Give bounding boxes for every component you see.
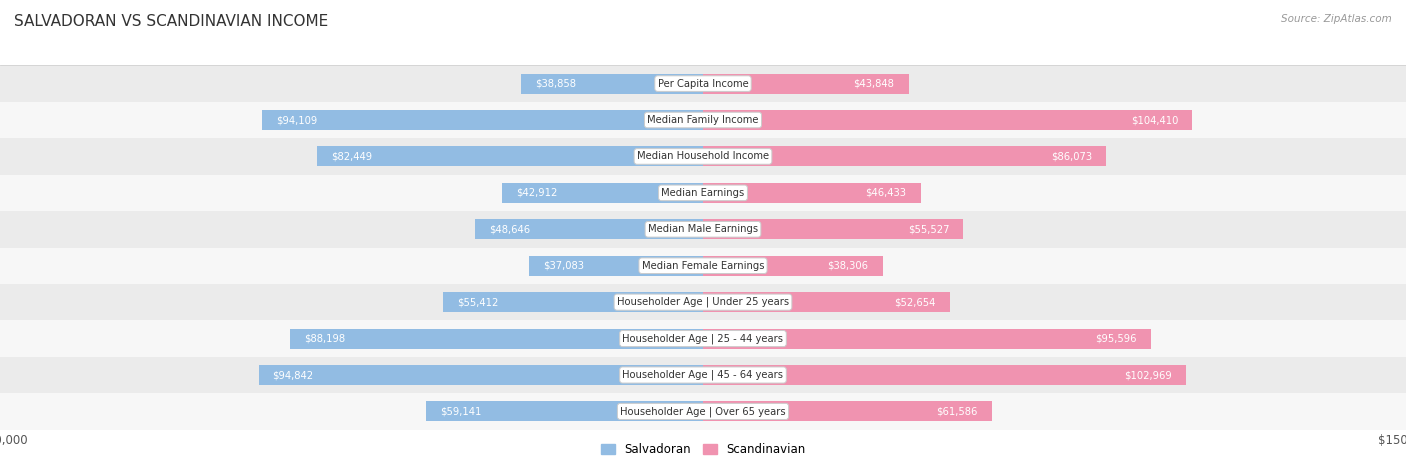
Text: $61,586: $61,586 [936,406,977,417]
Text: $38,858: $38,858 [534,78,576,89]
Text: $55,527: $55,527 [908,224,949,234]
Text: Householder Age | 25 - 44 years: Householder Age | 25 - 44 years [623,333,783,344]
Text: Householder Age | Over 65 years: Householder Age | Over 65 years [620,406,786,417]
Bar [0,284,1406,320]
Bar [316,147,703,166]
Bar [703,365,1185,385]
Legend: Salvadoran, Scandinavian: Salvadoran, Scandinavian [596,439,810,461]
Text: Median Family Income: Median Family Income [647,115,759,125]
Bar [703,147,1107,166]
Text: $38,306: $38,306 [828,261,869,271]
Text: $46,433: $46,433 [866,188,907,198]
Text: $94,842: $94,842 [273,370,314,380]
Text: Median Female Earnings: Median Female Earnings [641,261,765,271]
Text: $48,646: $48,646 [489,224,530,234]
Text: $88,198: $88,198 [304,333,344,344]
Bar [703,329,1152,348]
Text: $59,141: $59,141 [440,406,481,417]
Bar [703,183,921,203]
Text: $104,410: $104,410 [1130,115,1178,125]
Text: SALVADORAN VS SCANDINAVIAN INCOME: SALVADORAN VS SCANDINAVIAN INCOME [14,14,329,29]
Text: Per Capita Income: Per Capita Income [658,78,748,89]
Bar [703,402,991,421]
Text: Median Earnings: Median Earnings [661,188,745,198]
Text: $43,848: $43,848 [853,78,894,89]
Bar [703,292,950,312]
Bar [0,393,1406,430]
Bar [703,74,908,93]
Bar [502,183,703,203]
Bar [426,402,703,421]
Bar [443,292,703,312]
Bar [0,357,1406,393]
Bar [290,329,703,348]
Text: Source: ZipAtlas.com: Source: ZipAtlas.com [1281,14,1392,24]
Bar [475,219,703,239]
Bar [703,256,883,276]
Bar [703,110,1192,130]
Bar [0,320,1406,357]
Bar [520,74,703,93]
Text: Median Male Earnings: Median Male Earnings [648,224,758,234]
Bar [703,219,963,239]
Text: $37,083: $37,083 [543,261,585,271]
Bar [262,110,703,130]
Bar [0,65,1406,102]
Bar [0,102,1406,138]
Text: $94,109: $94,109 [276,115,318,125]
Bar [0,211,1406,248]
Text: $82,449: $82,449 [330,151,371,162]
Bar [529,256,703,276]
Text: $52,654: $52,654 [894,297,936,307]
Bar [0,175,1406,211]
Text: $42,912: $42,912 [516,188,557,198]
Text: $86,073: $86,073 [1052,151,1092,162]
Bar [0,248,1406,284]
Text: $102,969: $102,969 [1123,370,1171,380]
Text: Householder Age | 45 - 64 years: Householder Age | 45 - 64 years [623,370,783,380]
Bar [259,365,703,385]
Text: $55,412: $55,412 [457,297,499,307]
Text: Householder Age | Under 25 years: Householder Age | Under 25 years [617,297,789,307]
Text: Median Household Income: Median Household Income [637,151,769,162]
Bar [0,138,1406,175]
Text: $95,596: $95,596 [1095,333,1137,344]
